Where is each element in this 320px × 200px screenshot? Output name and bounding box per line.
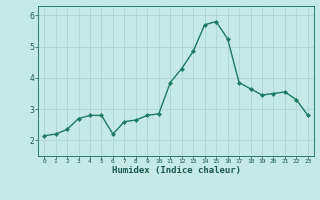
- X-axis label: Humidex (Indice chaleur): Humidex (Indice chaleur): [111, 166, 241, 175]
